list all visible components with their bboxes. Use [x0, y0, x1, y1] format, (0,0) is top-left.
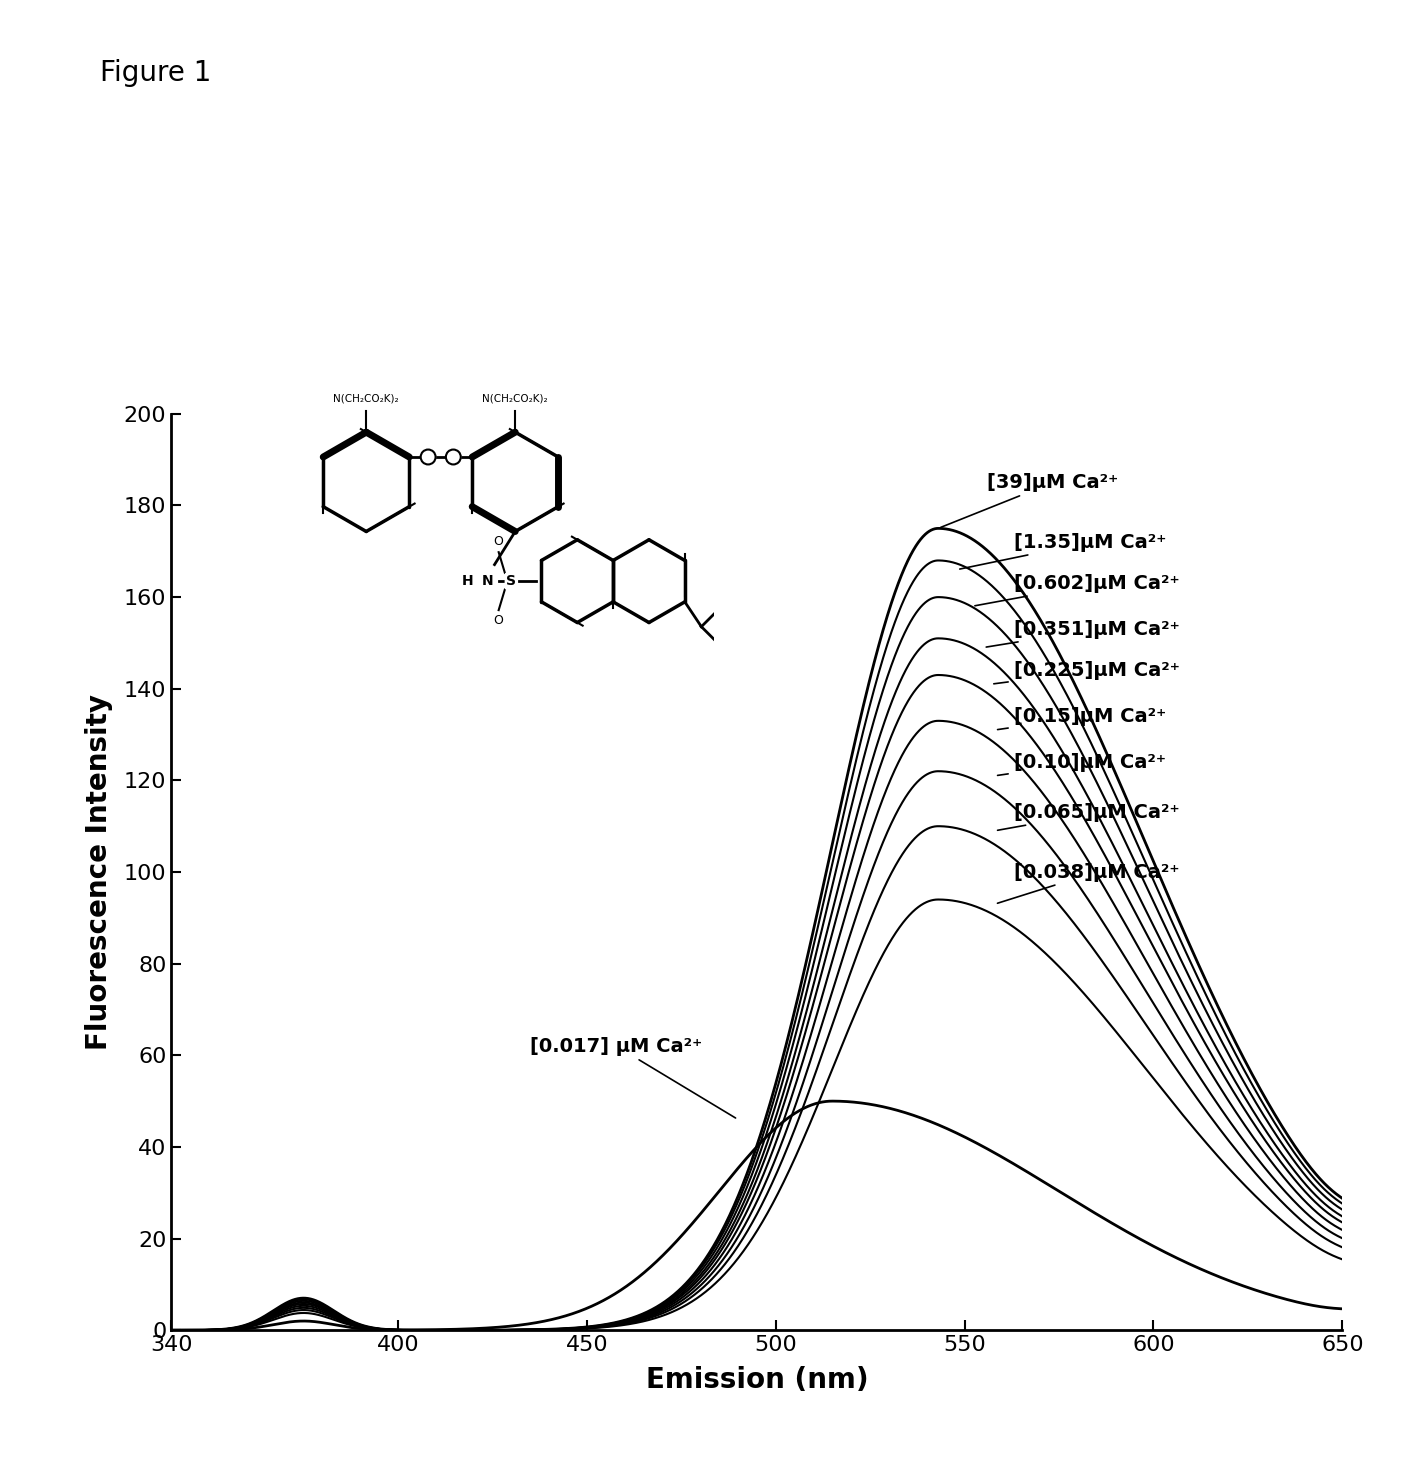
Text: O: O — [494, 535, 504, 548]
Text: [39]μM Ca²⁺: [39]μM Ca²⁺ — [941, 473, 1118, 528]
Text: N(CH₂CO₂K)₂: N(CH₂CO₂K)₂ — [483, 393, 548, 403]
Circle shape — [421, 449, 436, 464]
Circle shape — [446, 449, 461, 464]
Text: N: N — [483, 573, 494, 588]
Text: [0.15]μM Ca²⁺: [0.15]μM Ca²⁺ — [998, 706, 1165, 730]
Text: Figure 1: Figure 1 — [100, 59, 211, 87]
Text: [0.10]μM Ca²⁺: [0.10]μM Ca²⁺ — [998, 752, 1165, 776]
X-axis label: Emission (nm): Emission (nm) — [645, 1366, 868, 1394]
Text: S: S — [506, 573, 516, 588]
Text: [0.065]μM Ca²⁺: [0.065]μM Ca²⁺ — [998, 803, 1180, 831]
Text: [0.351]μM Ca²⁺: [0.351]μM Ca²⁺ — [987, 619, 1180, 647]
Text: [1.35]μM Ca²⁺: [1.35]μM Ca²⁺ — [960, 532, 1167, 569]
Text: H: H — [463, 573, 474, 588]
Y-axis label: Fluorescence Intensity: Fluorescence Intensity — [84, 695, 113, 1049]
Text: [0.225]μM Ca²⁺: [0.225]μM Ca²⁺ — [994, 661, 1180, 684]
Text: N(CH₂CO₂K)₂: N(CH₂CO₂K)₂ — [333, 393, 398, 403]
Text: O: O — [494, 615, 504, 627]
Text: [0.602]μM Ca²⁺: [0.602]μM Ca²⁺ — [975, 573, 1180, 606]
Text: [0.038]μM Ca²⁺: [0.038]μM Ca²⁺ — [998, 863, 1180, 903]
Text: [0.017] μM Ca²⁺: [0.017] μM Ca²⁺ — [530, 1036, 735, 1117]
